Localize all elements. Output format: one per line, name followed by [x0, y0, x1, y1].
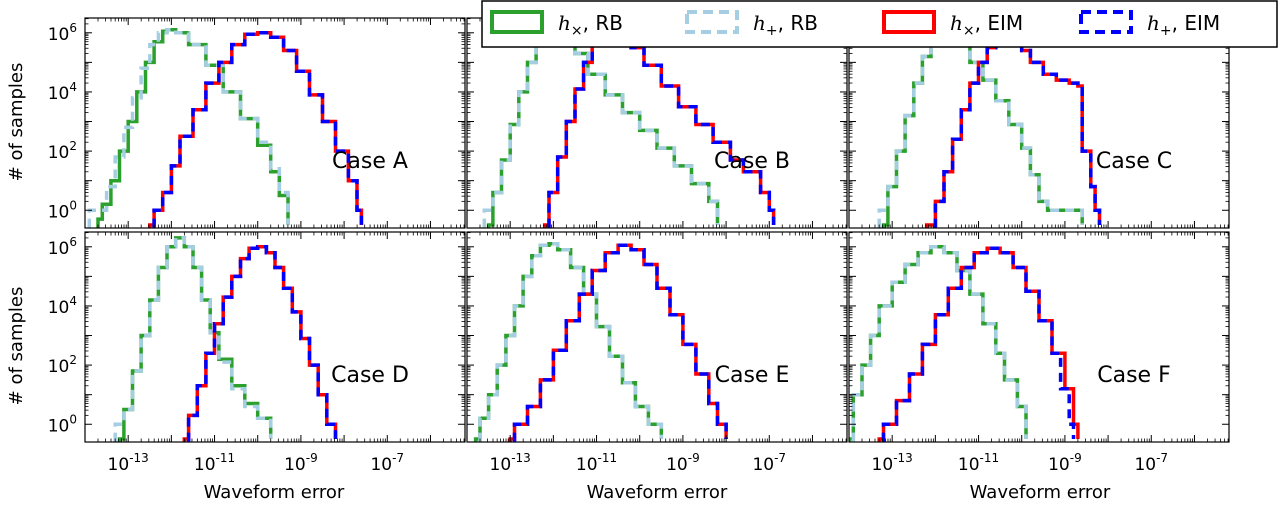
series-hp-eim	[933, 33, 1102, 228]
series-group	[87, 28, 364, 228]
legend-swatch	[685, 10, 739, 34]
legend: h×, RB h+, RB h×, EIM h+, EIM	[481, 0, 1278, 48]
legend-label: h+, RB	[753, 11, 818, 39]
x-tick-label: 10-11	[194, 451, 235, 475]
y-tick-label: 106	[48, 21, 77, 45]
x-tick-label: 10-13	[490, 451, 531, 475]
series-hp-eim	[152, 31, 364, 228]
series-hp-rb	[87, 28, 290, 228]
x-tick-label: 10-11	[576, 451, 617, 475]
case-label: Case F	[1097, 363, 1171, 388]
case-label: Case E	[715, 363, 790, 388]
panel-case-a: 100 102 104 106 Case A	[48, 17, 466, 229]
x-axis-label-right: Waveform error	[970, 482, 1111, 503]
legend-label: h×, RB	[558, 11, 623, 39]
x-tick-label: 10-13	[872, 451, 913, 475]
legend-swatch	[882, 10, 936, 34]
x-tick-label: 10-9	[666, 451, 700, 475]
series-hx-eim	[542, 25, 776, 228]
x-tick-label: 10-11	[958, 451, 999, 475]
series-group	[877, 25, 1102, 228]
x-tick-label: 10-7	[1134, 451, 1168, 475]
series-group	[113, 236, 338, 442]
y-tick-label: 102	[48, 353, 77, 377]
legend-entry: h+, EIM	[1079, 10, 1220, 39]
x-tick-label: 10-9	[284, 451, 318, 475]
y-tick-label: 100	[48, 198, 77, 222]
legend-swatch	[490, 10, 544, 34]
y-tick-label: 102	[48, 139, 77, 163]
legend-entry: h+, RB	[685, 10, 818, 39]
x-tick-label: 10-7	[370, 451, 404, 475]
series-hp-eim	[512, 243, 728, 442]
x-axis-label-left: Waveform error	[204, 482, 345, 503]
series-hx-rb	[849, 245, 1028, 442]
legend-label: h×, EIM	[950, 11, 1023, 39]
series-group	[482, 25, 776, 228]
y-tick-label: 104	[48, 294, 77, 318]
legend-entry: h×, EIM	[882, 10, 1023, 39]
panel-case-b: Case B	[466, 17, 848, 229]
series-hp-rb	[478, 242, 664, 442]
series-group	[849, 245, 1080, 442]
panel-case-f: 10-13 10-11 10-9 10-7 Case F	[848, 231, 1230, 475]
case-label: Case B	[714, 149, 790, 174]
case-label: Case C	[1096, 149, 1172, 174]
x-tick-label: 10-9	[1048, 451, 1082, 475]
legend-entry: h×, RB	[490, 10, 623, 39]
x-tick-label: 10-13	[108, 451, 149, 475]
panel-frame	[466, 17, 848, 229]
series-hp-eim	[547, 25, 776, 228]
y-tick-label: 106	[48, 235, 77, 259]
legend-frame	[481, 0, 1278, 48]
y-axis-label-bottom: # of samples	[6, 287, 27, 406]
series-hp-eim	[186, 245, 338, 442]
y-tick-label: 100	[48, 412, 77, 436]
series-hp-eim	[881, 246, 1076, 442]
case-label: Case D	[331, 363, 409, 388]
x-axis-label-center: Waveform error	[587, 482, 728, 503]
panel-frame	[84, 17, 466, 229]
series-hx-rb	[473, 242, 664, 442]
legend-swatch	[1079, 10, 1133, 34]
panel-case-e: 10-13 10-11 10-9 10-7 Case E	[466, 231, 848, 475]
legend-label: h+, EIM	[1147, 11, 1220, 39]
x-tick-label: 10-7	[752, 451, 786, 475]
series-hp-rb	[113, 236, 273, 442]
series-group	[473, 242, 728, 442]
y-axis-label-top: # of samples	[6, 63, 27, 182]
panel-case-c: Case C	[848, 17, 1230, 229]
y-tick-label: 104	[48, 80, 77, 104]
series-hx-eim	[508, 243, 728, 442]
series-hp-rb	[851, 245, 1028, 442]
case-label: Case A	[332, 149, 408, 174]
series-hx-eim	[182, 245, 338, 442]
panel-case-d: 100 102 104 106 10-13 10-11 10-9 10-7 Case D	[48, 231, 466, 475]
